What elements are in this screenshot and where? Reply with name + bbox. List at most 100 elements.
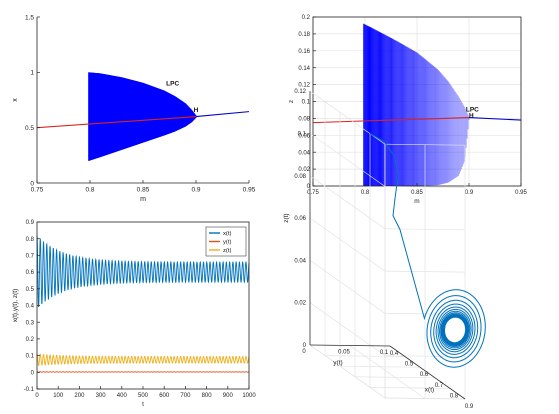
wall-gridline (309, 217, 386, 272)
x-tick-label: 0.9 (465, 190, 474, 196)
x-tick-label: 500 (138, 393, 149, 399)
wall-gridline (309, 133, 386, 187)
x-tick-label: 700 (180, 393, 191, 399)
x-tick-label: 0.9 (465, 404, 474, 410)
y-tick-label: 1.5 (25, 14, 34, 21)
stable-equilibrium-branch (468, 117, 522, 121)
z-tick-label: 0.12 (294, 89, 306, 95)
y-tick-label: 0.04 (298, 150, 310, 156)
x-tick-label: 300 (96, 393, 107, 399)
y-tick-label: 0.9 (26, 220, 35, 226)
x-tick-label: 0.85 (137, 187, 150, 194)
y-tick-label: 0.6 (26, 270, 35, 276)
x-tick-label: 0.8 (450, 393, 459, 399)
x-tick-label: 0.75 (31, 187, 44, 194)
annotation-label: LPC (166, 81, 179, 88)
y-tick-label: 0.5 (25, 125, 34, 132)
x-axis-label: m (140, 196, 146, 203)
z-tick-label: 0.1 (298, 132, 307, 138)
z-tick-label: 0.04 (294, 258, 306, 264)
wall-gridline (309, 344, 386, 399)
y-tick-label: 0.06 (298, 133, 310, 139)
x-axis-label: x(t) (425, 387, 434, 394)
wall-gridline (309, 260, 386, 314)
y-axis-label: x(t),y(t), z(t) (12, 289, 19, 323)
wall-gridline (309, 302, 386, 356)
x-tick-label: 400 (117, 393, 128, 399)
y-axis-label: z (288, 100, 295, 103)
y-tick-label: 0 (302, 349, 306, 355)
y-tick-label: 0.1 (380, 350, 389, 356)
x-tick-label: 0.6 (420, 372, 429, 378)
y-tick-label: 0.12 (298, 83, 310, 89)
z-tick-label: 0 (303, 343, 307, 349)
y-tick-label: 0.18 (298, 32, 310, 38)
y-tick-label: 0.8 (26, 237, 35, 243)
annotation-label: H (194, 107, 199, 114)
x-tick-label: 0.7 (435, 383, 444, 389)
bifurcation-x-panel: LPC H 0.75 0.8 0.85 0.9 0.95 0 0.5 1 1.5 m x (12, 14, 256, 203)
y-axis-line (309, 344, 391, 347)
y-tick-label: 0.2 (26, 337, 35, 343)
x-tick-label: 0.85 (411, 190, 423, 196)
y-axis-label: y(t) (333, 360, 342, 367)
x-tick-label: 0.95 (515, 190, 527, 196)
y-tick-label: 1 (30, 70, 34, 77)
x-tick-label: 200 (74, 393, 85, 399)
y-tick-label: 0.5 (26, 287, 35, 293)
y-tick-label: 0 (30, 180, 34, 187)
z-tick-label: 0.06 (294, 216, 306, 222)
y-axis-label: x (12, 98, 19, 102)
x-tick-label: 0.8 (85, 187, 94, 194)
wall-gridline (309, 175, 386, 230)
trajectory-line (369, 133, 486, 368)
stable-equilibrium-branch (195, 111, 250, 118)
y-tick-label: 0 (307, 184, 311, 190)
series-line-z(t) (36, 353, 250, 367)
x-axis-label: m (414, 198, 419, 205)
legend-label: y(t) (223, 240, 231, 246)
x-tick-label: 600 (159, 393, 170, 399)
z-axis-label: z(t) (283, 213, 290, 222)
x-tick-label: 900 (223, 393, 234, 399)
y-tick-label: 0.1 (302, 100, 311, 106)
y-tick-label: -0.1 (24, 387, 35, 393)
x-tick-label: 0.95 (243, 187, 256, 194)
floor-gridline (349, 345, 426, 399)
x-axis-label: t (142, 401, 144, 408)
x-tick-label: 100 (53, 393, 64, 399)
z-tick-label: 0.08 (294, 174, 306, 180)
y-tick-label: 0.08 (298, 117, 310, 123)
series-line-y(t) (36, 371, 250, 373)
y-tick-label: 0 (31, 370, 35, 376)
x-tick-label: 0.4 (390, 351, 399, 357)
phase-portrait-3d-panel: 0.40.50.60.70.80.90 0.05 0.100.020.040.060… (283, 89, 486, 410)
legend-label: z(t) (223, 248, 231, 254)
legend-label: x(t) (223, 231, 231, 237)
x-tick-label: 0.5 (405, 362, 414, 368)
x-tick-label: 0 (35, 393, 39, 399)
y-tick-label: 0.16 (298, 49, 310, 55)
y-tick-label: 0.2 (302, 15, 311, 21)
y-tick-label: 0.14 (298, 66, 310, 72)
y-tick-label: 0.4 (26, 304, 35, 310)
unstable-equilibrium-branch (36, 116, 197, 129)
z-tick-label: 0.02 (294, 301, 306, 307)
y-tick-label: 0.02 (298, 167, 310, 173)
series-line-x(t) (36, 235, 250, 308)
x-tick-label: 1000 (242, 393, 256, 399)
annotation-label: LPC (466, 107, 479, 114)
y-tick-label: 0.7 (26, 254, 35, 260)
unstable-equilibrium-branch (312, 117, 470, 124)
x-tick-label: 0.8 (361, 190, 370, 196)
x-tick-label: 0.75 (307, 190, 319, 196)
y-tick-label: 0.1 (26, 354, 35, 360)
annotation-label: H (469, 113, 474, 120)
y-tick-label: 0.3 (26, 320, 35, 326)
x-axis-line (389, 345, 466, 400)
x-tick-label: 800 (202, 393, 213, 399)
time-series-panel: 0 100 200 300 400 500 600 700 800 900 1000-0.100.1… (12, 220, 256, 408)
x-tick-label: 0.9 (191, 187, 200, 194)
